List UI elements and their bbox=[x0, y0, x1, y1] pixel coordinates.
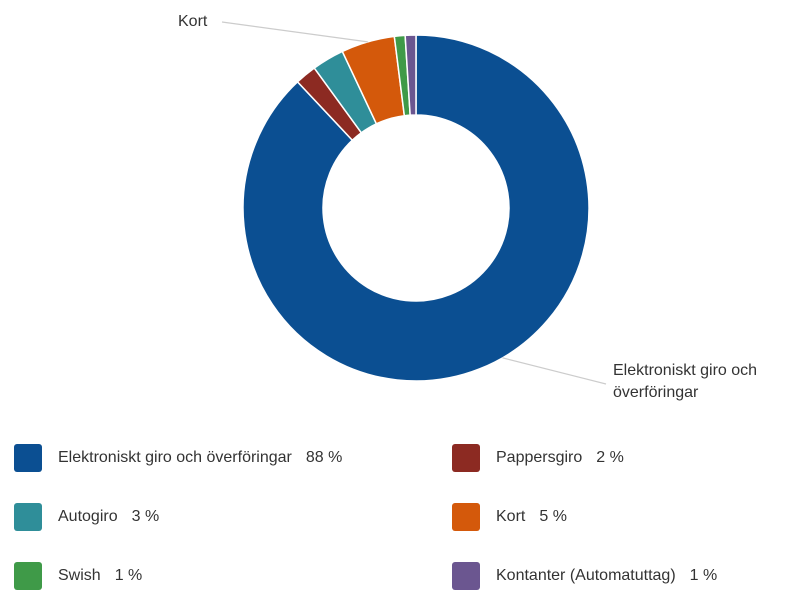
legend-item: Kontanter (Automatuttag) 1 % bbox=[452, 561, 717, 591]
legend-label: Kontanter (Automatuttag) bbox=[496, 567, 676, 584]
legend-label: Pappersgiro bbox=[496, 449, 583, 466]
legend-value: 3 % bbox=[131, 508, 160, 525]
legend-label: Elektroniskt giro och överföringar bbox=[58, 449, 292, 466]
legend-item: Autogiro 3 % bbox=[14, 502, 159, 532]
legend-value: 5 % bbox=[539, 508, 567, 525]
legend-value: 2 % bbox=[596, 449, 624, 466]
legend-label: Swish bbox=[58, 567, 101, 584]
leader-line bbox=[502, 357, 607, 385]
legend-swatch bbox=[452, 562, 480, 590]
legend-swatch bbox=[14, 444, 42, 472]
legend-item: Pappersgiro 2 % bbox=[452, 443, 624, 473]
slice-label: Kort bbox=[178, 13, 208, 30]
legend-swatch bbox=[14, 562, 42, 590]
legend-value: 1 % bbox=[114, 567, 143, 584]
legend-swatch bbox=[14, 503, 42, 531]
legend-item: Swish 1 % bbox=[14, 561, 142, 591]
legend-swatch bbox=[452, 444, 480, 472]
legend-item: Elektroniskt giro och överföringar 88 % bbox=[14, 443, 342, 473]
legend-swatch bbox=[452, 503, 480, 531]
legend-label: Kort bbox=[496, 508, 526, 525]
donut-slice bbox=[242, 34, 590, 382]
donut-slice bbox=[404, 34, 417, 116]
legend-value: 88 % bbox=[305, 449, 343, 466]
legend-label: Autogiro bbox=[58, 508, 118, 525]
legend-value: 1 % bbox=[689, 567, 718, 584]
legend-item: Kort 5 % bbox=[452, 502, 567, 532]
slice-label: Elektroniskt giro och överföringar bbox=[613, 362, 758, 401]
leader-line bbox=[221, 21, 368, 43]
